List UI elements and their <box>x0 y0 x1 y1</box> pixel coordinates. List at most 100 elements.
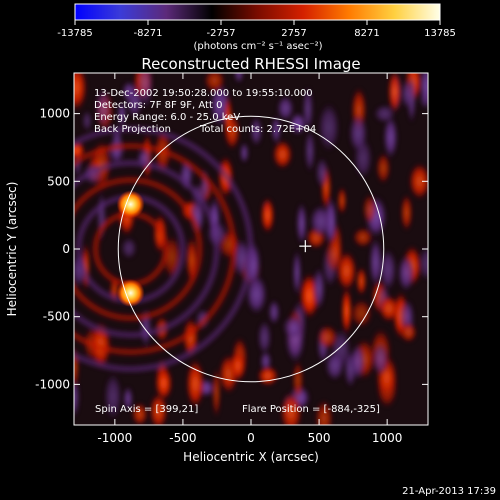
positive-fringe <box>400 194 413 232</box>
negative-fringe <box>282 315 304 339</box>
positive-fringe <box>353 227 373 248</box>
negative-fringe <box>302 86 314 132</box>
negative-fringe <box>104 373 122 420</box>
positive-fringe <box>341 287 352 335</box>
x-tick-label: 1000 <box>372 431 403 445</box>
positive-fringe <box>400 322 417 343</box>
negative-fringe <box>292 249 302 296</box>
negative-fringe <box>117 100 127 128</box>
solar-limb-circle <box>117 115 385 383</box>
negative-fringe <box>397 254 415 292</box>
negative-fringe <box>312 267 325 310</box>
negative-fringe <box>304 129 315 173</box>
negative-fringe <box>95 88 111 128</box>
negative-fringe <box>121 237 137 259</box>
plot-area: 13-Dec-2002 19:50:28.000 to 19:55:10.000… <box>73 72 429 426</box>
colorbar-tick-label: -2757 <box>206 28 235 39</box>
negative-fringe <box>268 299 280 325</box>
colorbar-gradient <box>74 3 441 21</box>
fringe-arc <box>74 160 220 338</box>
colorbar: -13785 -8271 -2757 2757 8271 13785 (photons c… <box>57 3 456 52</box>
positive-fringe <box>204 73 225 93</box>
positive-fringe <box>74 73 87 111</box>
positive-fringe <box>257 366 279 386</box>
x-axis-label: Heliocentric X (arcsec) <box>183 450 319 464</box>
positive-fringe <box>379 295 399 322</box>
chart-title: Reconstructed RHESSI Image <box>141 55 360 73</box>
negative-fringe <box>233 238 250 278</box>
colorbar-tick-label: 8271 <box>354 28 379 39</box>
annotation-flare-position: Flare Position = [-884,-325] <box>242 404 380 415</box>
y-tick-label: -500 <box>43 310 70 324</box>
flare-source <box>116 279 145 307</box>
positive-fringe <box>212 367 221 418</box>
positive-fringe <box>336 251 357 291</box>
negative-fringe <box>309 205 332 238</box>
y-tick-label: -1000 <box>35 377 70 391</box>
negative-fringe <box>122 81 136 103</box>
negative-fringe <box>318 103 340 152</box>
y-tick-label: 500 <box>47 174 70 188</box>
spin-axis-marker <box>299 240 312 253</box>
positive-fringe <box>131 402 148 425</box>
negative-fringe <box>277 95 294 121</box>
negative-fringe <box>420 73 428 109</box>
positive-fringe <box>317 325 338 349</box>
flare-source <box>116 190 145 219</box>
negative-fringe <box>372 342 389 376</box>
positive-fringe <box>272 140 293 169</box>
negative-fringe <box>123 386 133 412</box>
y-tick-label: 1000 <box>39 107 70 121</box>
positive-fringe <box>350 299 373 328</box>
negative-fringe <box>137 73 154 109</box>
positive-fringe <box>229 350 247 382</box>
heatmap-image <box>74 73 428 425</box>
x-axis-ticks: -1000 -500 0 500 1000 <box>97 73 402 445</box>
negative-fringe <box>419 246 428 281</box>
x-tick-label: -1000 <box>97 431 132 445</box>
positive-fringe <box>280 392 302 425</box>
fringe-arc <box>74 177 203 321</box>
annotation-spin-axis: Spin Axis = [399,21] <box>95 404 198 415</box>
positive-fringe <box>315 400 333 425</box>
negative-fringe <box>349 114 368 153</box>
positive-fringe <box>362 194 376 225</box>
positive-fringe <box>337 186 347 215</box>
x-tick-label: 0 <box>247 431 255 445</box>
fringe-arc <box>74 126 254 372</box>
annotation-detectors: Detectors: 7F 8F 9F, Att 0 <box>94 100 222 111</box>
y-tick-label: 0 <box>62 242 70 256</box>
x-tick-label: -500 <box>169 431 196 445</box>
positive-fringe <box>387 73 402 114</box>
negative-fringe <box>271 115 282 145</box>
positive-fringe <box>260 197 275 234</box>
positive-fringe <box>149 393 168 425</box>
colorbar-tick-label: -13785 <box>57 28 92 39</box>
footer-timestamp: 21-Apr-2013 17:39 <box>402 486 496 497</box>
negative-fringe <box>257 320 272 355</box>
y-axis-label: Heliocentric Y (arcsec) <box>5 182 19 317</box>
y-axis-ticks: 1000 500 0 -500 -1000 <box>35 107 428 391</box>
annotation-method: Back Projection <box>94 124 171 135</box>
fringe-arc <box>74 143 237 355</box>
negative-fringe <box>401 78 413 109</box>
negative-fringe <box>325 350 345 381</box>
negative-fringe <box>246 274 267 315</box>
negative-fringe <box>315 157 329 188</box>
positive-fringe <box>376 152 391 184</box>
colorbar-ticks: -13785 -8271 -2757 2757 8271 13785 <box>57 20 456 39</box>
negative-fringe <box>82 110 92 132</box>
colorbar-unit-label: (photons cm⁻² s⁻¹ asec⁻²) <box>193 41 322 52</box>
annotation-time-range: 13-Dec-2002 19:50:28.000 to 19:55:10.000 <box>94 88 313 99</box>
annotation-energy-range: Energy Range: 6.0 - 25.0 keV <box>94 112 240 123</box>
negative-fringe <box>369 237 383 287</box>
positive-fringe <box>409 163 428 200</box>
annotation-total-counts: Total counts: 2.72E+04 <box>199 124 316 135</box>
negative-fringe <box>296 202 307 245</box>
negative-fringe <box>234 73 244 84</box>
colorbar-tick-label: -8271 <box>133 28 162 39</box>
negative-fringe <box>289 112 307 135</box>
negative-fringe <box>350 343 365 380</box>
positive-fringe <box>292 360 304 400</box>
